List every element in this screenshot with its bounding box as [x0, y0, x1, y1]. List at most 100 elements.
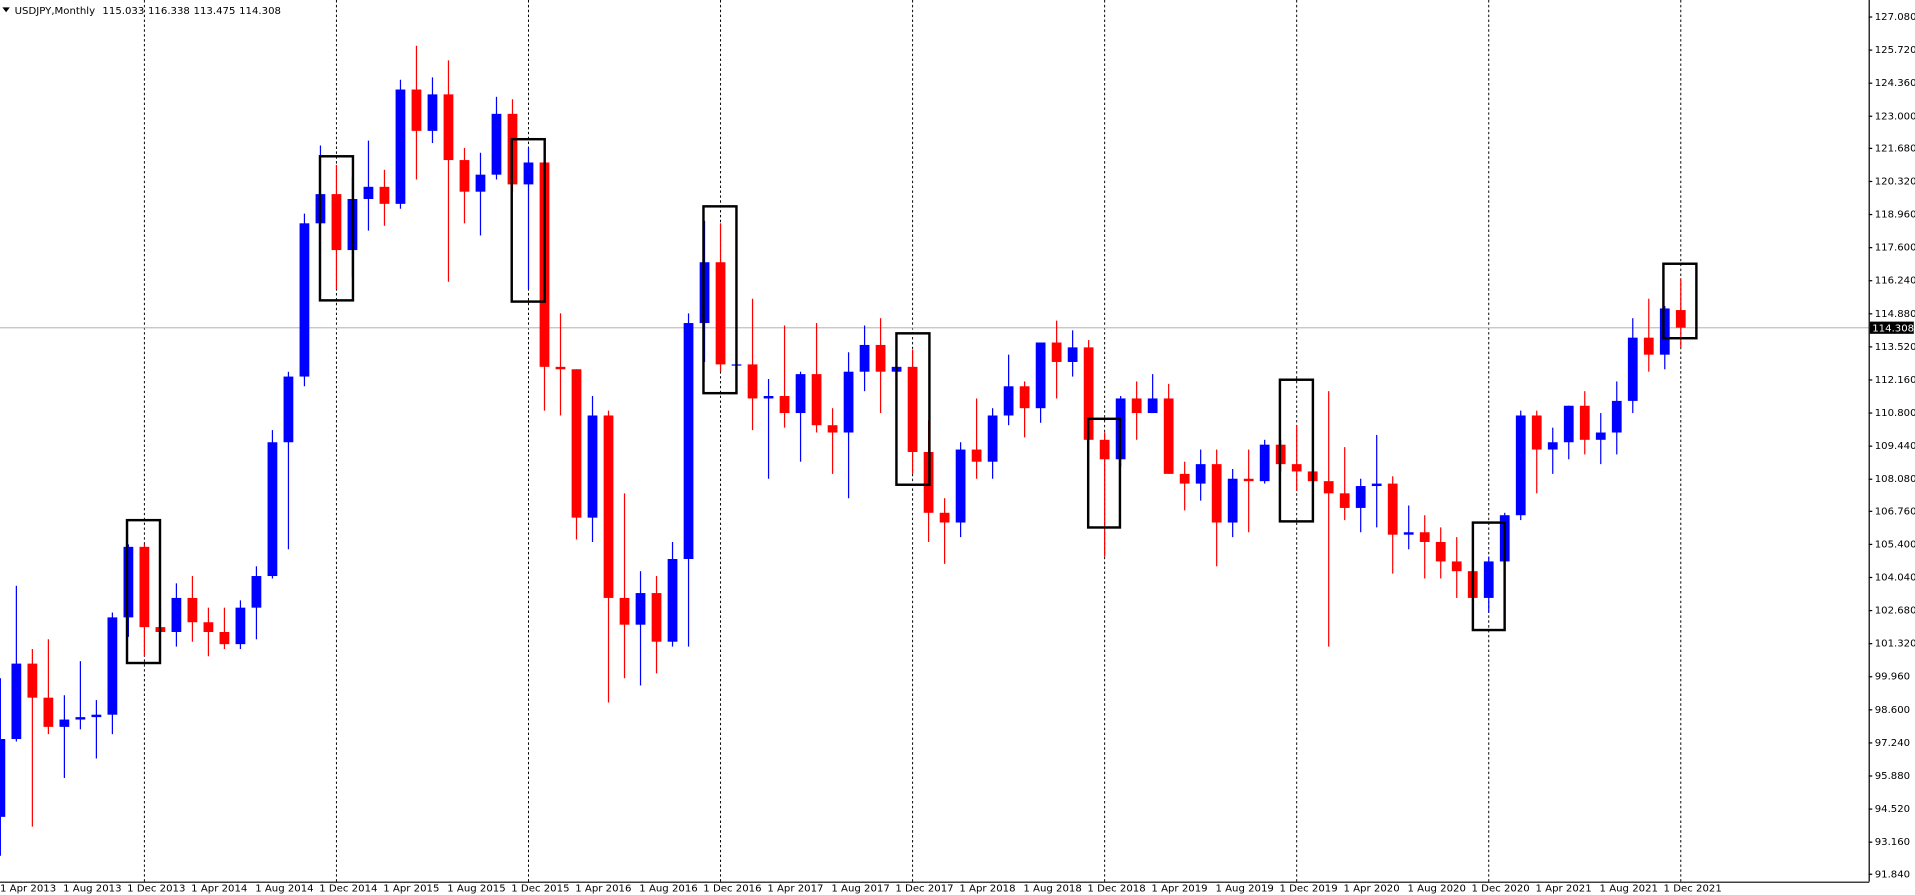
candle-body	[491, 113, 502, 175]
candle-body	[363, 186, 374, 199]
candle-body	[811, 374, 822, 426]
candle-body	[1291, 464, 1302, 472]
y-tick-label: 98.600	[1875, 705, 1910, 716]
candle-body	[1531, 415, 1542, 450]
candle-body	[667, 559, 678, 642]
highlight-box	[1278, 378, 1315, 523]
candle-body	[251, 576, 262, 608]
highlight-boxes	[125, 137, 1698, 665]
candle-body	[1147, 398, 1158, 414]
x-tick-label: 1 Aug 2015	[447, 883, 505, 894]
candle-body	[139, 546, 150, 628]
y-tick-label: 106.760	[1875, 506, 1915, 517]
x-tick-label: 1 Dec 2021	[1664, 883, 1722, 894]
candle-body	[763, 396, 774, 399]
y-tick-label: 124.360	[1875, 78, 1915, 89]
candle-body	[475, 174, 486, 192]
candle-body	[267, 442, 278, 577]
y-tick-label: 112.160	[1875, 375, 1915, 386]
candle-body	[27, 663, 38, 698]
candle-body	[1035, 342, 1046, 409]
x-tick-label: 1 Aug 2018	[1023, 883, 1081, 894]
axes: 127.080 125.720 124.360 123.000 121.680 120.3…	[0, 12, 1915, 894]
candle-body	[331, 194, 342, 251]
candle-body	[11, 663, 22, 740]
candle-body	[1483, 561, 1494, 598]
y-tick-label: 93.160	[1875, 837, 1910, 848]
y-tick-label: 118.960	[1875, 210, 1915, 221]
candle-body	[1579, 405, 1590, 440]
candle-body	[715, 262, 726, 365]
candle-body	[219, 631, 230, 645]
candle-body	[1083, 347, 1094, 440]
y-tick-label: 91.840	[1875, 869, 1910, 880]
candle-body	[1659, 308, 1670, 355]
x-tick-label: 1 Aug 2014	[255, 883, 313, 894]
candle-body	[1371, 483, 1382, 487]
x-tick-label: 1 Aug 2020	[1407, 883, 1465, 894]
x-tick-label: 1 Apr 2020	[1343, 883, 1399, 894]
candle-body	[635, 593, 646, 625]
candle-body	[203, 622, 214, 632]
candle-body	[1211, 464, 1222, 523]
candle-body	[1051, 342, 1062, 362]
candle-body	[555, 366, 566, 370]
candle-body	[395, 89, 406, 204]
y-tick-label: 102.680	[1875, 606, 1915, 617]
x-tick-label: 1 Dec 2018	[1087, 883, 1145, 894]
candle-body	[587, 415, 598, 518]
candle-body	[1339, 493, 1350, 508]
candle-body	[1595, 432, 1606, 440]
candle-body	[171, 597, 182, 632]
candle-body	[1563, 405, 1574, 443]
x-tick-label: 1 Aug 2013	[63, 883, 121, 894]
last-open: 115.033	[102, 6, 144, 17]
y-tick-label: 121.680	[1875, 143, 1915, 154]
highlight-box	[1471, 521, 1506, 632]
x-tick-label: 1 Dec 2014	[319, 883, 377, 894]
candle-body	[827, 425, 838, 433]
candle-body	[1419, 532, 1430, 542]
last-high: 116.338	[148, 6, 190, 17]
x-tick-label: 1 Apr 2015	[383, 883, 439, 894]
candle-body	[0, 739, 6, 817]
candle-body	[427, 94, 438, 131]
menu-arrow[interactable]	[2, 7, 10, 13]
candle-body	[747, 364, 758, 399]
candle-body	[571, 369, 582, 518]
x-tick-label: 1 Apr 2016	[575, 883, 631, 894]
candle-body	[283, 376, 294, 443]
candle-body	[235, 607, 246, 645]
candle-body	[1099, 439, 1110, 460]
x-tick-label: 1 Dec 2019	[1279, 883, 1337, 894]
candle-body	[107, 617, 118, 715]
candle-body	[1179, 473, 1190, 484]
candle-body	[523, 162, 534, 185]
y-tick-label: 95.880	[1875, 771, 1910, 782]
candle-body	[443, 94, 454, 161]
y-tick-label: 97.240	[1875, 738, 1910, 749]
y-tick-label: 101.320	[1875, 639, 1915, 650]
candle-body	[1355, 486, 1366, 508]
highlight-box	[510, 137, 546, 303]
y-tick-label: 125.720	[1875, 45, 1915, 56]
x-tick-label: 1 Dec 2016	[703, 883, 761, 894]
x-tick-label: 1 Dec 2020	[1472, 883, 1530, 894]
y-tick-label: 114.880	[1875, 309, 1915, 320]
highlight-box	[895, 332, 931, 486]
candle-body	[939, 512, 950, 523]
x-tick-label: 1 Apr 2013	[0, 883, 56, 894]
candle-body	[1243, 478, 1254, 482]
candle-body	[683, 323, 694, 560]
y-tick-label: 94.520	[1875, 804, 1910, 815]
candle-body	[603, 415, 614, 598]
x-tick-label: 1 Dec 2017	[895, 883, 953, 894]
candle-body	[299, 223, 310, 377]
y-tick-label: 117.600	[1875, 243, 1915, 254]
y-tick-label: 123.000	[1875, 111, 1915, 122]
x-tick-label: 1 Apr 2014	[191, 883, 247, 894]
candle-body	[1323, 481, 1334, 494]
y-tick-label: 116.240	[1875, 276, 1915, 287]
candle-body	[1515, 415, 1526, 516]
